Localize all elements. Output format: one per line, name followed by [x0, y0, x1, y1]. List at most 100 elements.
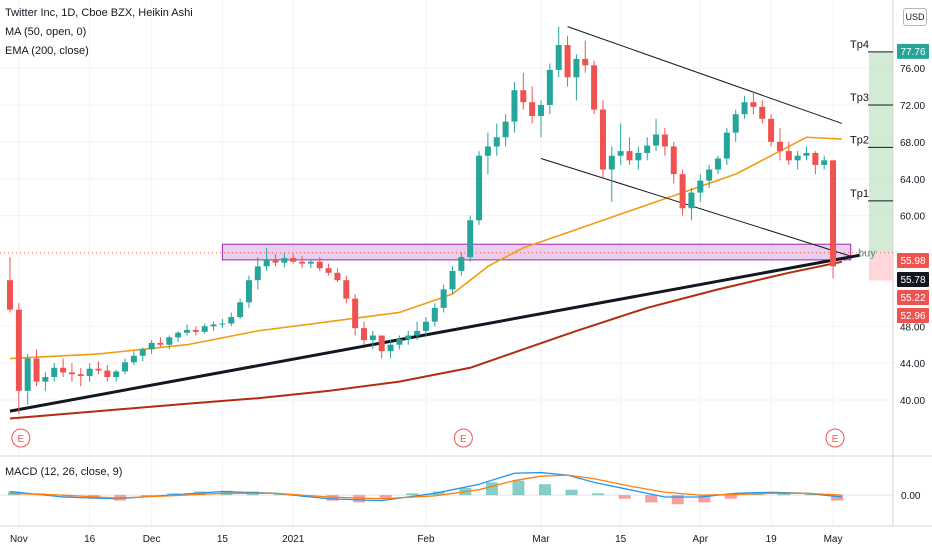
candle-body	[122, 362, 129, 372]
macd-axis-label: 0.00	[901, 491, 921, 502]
candle-body	[281, 258, 288, 263]
candle-body	[546, 69, 553, 105]
candle-body	[254, 266, 261, 281]
time-axis-label: Feb	[417, 534, 435, 545]
macd-histogram-bar	[671, 495, 684, 505]
candle-body	[812, 152, 819, 165]
macd-histogram-bar	[61, 495, 74, 497]
macd-histogram-bar	[565, 489, 578, 496]
target-label: Tp2	[850, 134, 869, 146]
candle-body	[467, 220, 474, 258]
time-axis-label: May	[824, 534, 843, 545]
candle-body	[511, 90, 518, 122]
macd-histogram-bar	[724, 495, 737, 499]
time-axis-label: 15	[615, 534, 627, 545]
candle-body	[502, 121, 509, 138]
macd-histogram-bar	[592, 493, 605, 496]
price-axis-label: 76.00	[900, 64, 925, 75]
candle-body	[688, 192, 695, 209]
candle-body	[228, 317, 235, 324]
candle-body	[670, 146, 677, 175]
candle-body	[60, 367, 67, 373]
candle-body	[361, 328, 367, 341]
candle-body	[776, 141, 783, 152]
candle-body	[529, 102, 536, 117]
candle-body	[86, 368, 93, 377]
price-badge	[897, 253, 929, 268]
macd-histogram-bar	[831, 495, 844, 501]
ma-legend[interactable]: MA (50, open, 0)	[5, 26, 87, 38]
price-axis-label: 64.00	[900, 175, 925, 186]
macd-histogram-bar	[698, 495, 711, 503]
candle-body	[715, 158, 721, 170]
price-axis-label: 44.00	[900, 359, 925, 370]
candle-body	[343, 280, 350, 299]
price-badge	[897, 43, 929, 59]
candle-body	[564, 45, 571, 78]
candle-body	[77, 374, 84, 377]
candle-body	[644, 145, 651, 153]
time-axis-label: Nov	[10, 534, 28, 545]
price-badge-label: 52.96	[900, 311, 925, 322]
currency-button[interactable]: USD	[903, 8, 927, 26]
price-axis-label: 48.00	[900, 322, 925, 333]
candle-body	[697, 180, 704, 193]
candle-body	[723, 132, 730, 159]
candle-body	[104, 370, 111, 377]
ema-legend[interactable]: EMA (200, close)	[5, 45, 89, 57]
price-axis-label: 40.00	[900, 396, 925, 407]
candle-body	[175, 332, 182, 338]
macd-histogram-bar	[485, 482, 498, 496]
candle-body	[24, 358, 31, 391]
macd-histogram-bar	[539, 484, 551, 496]
candle-body	[210, 324, 217, 327]
buy-label: buy	[858, 248, 876, 260]
candle-body	[679, 174, 686, 209]
candle-body	[785, 151, 792, 161]
candle-body	[272, 259, 279, 263]
candle-body	[741, 102, 748, 115]
candle-body	[139, 349, 146, 356]
candle-body	[538, 104, 544, 117]
time-axis-label: 2021	[282, 534, 305, 545]
candle-body	[263, 259, 270, 267]
target-label: Tp4	[850, 39, 869, 51]
trendline-support	[9, 253, 860, 413]
candle-body	[635, 152, 642, 161]
candle-body	[794, 155, 801, 161]
price-axis-label: 72.00	[900, 101, 925, 112]
candle-body	[661, 134, 668, 147]
candle-body	[617, 151, 624, 156]
candle-body	[458, 257, 465, 271]
candle-body	[431, 307, 438, 322]
earnings-marker	[453, 428, 473, 448]
candle-body	[378, 335, 385, 352]
candle-body	[626, 151, 633, 161]
candle-body	[166, 337, 173, 345]
price-badge-label: 55.22	[900, 293, 925, 304]
candle-body	[157, 342, 164, 345]
candle-body	[42, 376, 49, 382]
ma50-line	[9, 136, 842, 360]
candle-body	[113, 371, 120, 377]
candle-body	[484, 146, 491, 156]
price-axis-label: 68.00	[900, 138, 925, 149]
candle-body	[582, 58, 589, 66]
candle-body	[493, 137, 500, 147]
earnings-marker	[11, 428, 31, 448]
candle-body	[219, 323, 226, 325]
candle-body	[184, 329, 190, 333]
price-badge	[897, 308, 929, 323]
candle-body	[449, 270, 456, 290]
target-label: Tp1	[850, 188, 869, 200]
macd-legend[interactable]: MACD (12, 26, close, 9)	[5, 466, 123, 478]
macd-histogram-bar	[379, 495, 392, 499]
candle-body	[653, 134, 660, 146]
target-label: Tp3	[850, 92, 869, 104]
candle-body	[608, 155, 615, 170]
candle-body	[732, 114, 739, 133]
candle-body	[299, 261, 306, 264]
candle-body	[7, 280, 13, 310]
